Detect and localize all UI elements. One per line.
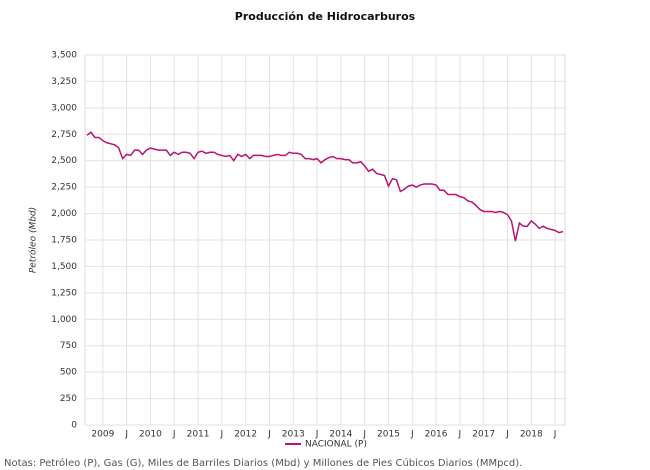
x-tick-label: 2011 bbox=[187, 430, 210, 440]
note: Notas: Petróleo (P), Gas (G), Miles de B… bbox=[4, 457, 522, 469]
x-tick-label: 2010 bbox=[139, 430, 162, 440]
x-tick-label: J bbox=[362, 430, 366, 440]
x-tick-label: 2013 bbox=[282, 430, 305, 440]
x-tick-label: 2018 bbox=[520, 430, 543, 440]
y-tick-label: 500 bbox=[60, 368, 77, 378]
x-tick-label: J bbox=[172, 430, 176, 440]
x-tick-label: 2015 bbox=[377, 430, 400, 440]
x-tick-label: 2009 bbox=[91, 430, 114, 440]
x-tick-label: J bbox=[505, 430, 509, 440]
y-tick-label: 1,750 bbox=[51, 236, 77, 246]
x-tick-label: J bbox=[553, 430, 557, 440]
y-tick-label: 750 bbox=[60, 341, 77, 351]
y-tick-label: 1,000 bbox=[51, 315, 77, 325]
x-tick-label: J bbox=[124, 430, 128, 440]
legend-label: NACIONAL (P) bbox=[305, 440, 367, 450]
x-tick-label: 2012 bbox=[234, 430, 257, 440]
y-tick-label: 2,500 bbox=[51, 156, 77, 166]
x-tick-label: J bbox=[315, 430, 319, 440]
x-tick-label: J bbox=[267, 430, 271, 440]
chart-title: Producción de Hidrocarburos bbox=[235, 10, 416, 23]
y-tick-label: 2,250 bbox=[51, 183, 77, 193]
y-tick-label: 2,000 bbox=[51, 209, 77, 219]
x-tick-label: J bbox=[220, 430, 224, 440]
x-tick-label: 2017 bbox=[472, 430, 495, 440]
y-tick-label: 0 bbox=[71, 421, 77, 431]
x-tick-label: J bbox=[458, 430, 462, 440]
x-tick-label: 2016 bbox=[425, 430, 448, 440]
x-tick-label: J bbox=[410, 430, 414, 440]
y-tick-label: 1,250 bbox=[51, 288, 77, 298]
y-tick-label: 250 bbox=[60, 394, 77, 404]
y-axis-label: Petróleo (Mbd) bbox=[28, 207, 39, 273]
y-tick-label: 3,500 bbox=[51, 51, 77, 61]
y-tick-label: 2,750 bbox=[51, 130, 77, 140]
y-tick-label: 1,500 bbox=[51, 262, 77, 272]
line bbox=[86, 131, 564, 242]
y-tick-label: 3,250 bbox=[51, 77, 77, 87]
y-tick-label: 3,000 bbox=[51, 103, 77, 113]
x-tick-label: 2014 bbox=[329, 430, 352, 440]
